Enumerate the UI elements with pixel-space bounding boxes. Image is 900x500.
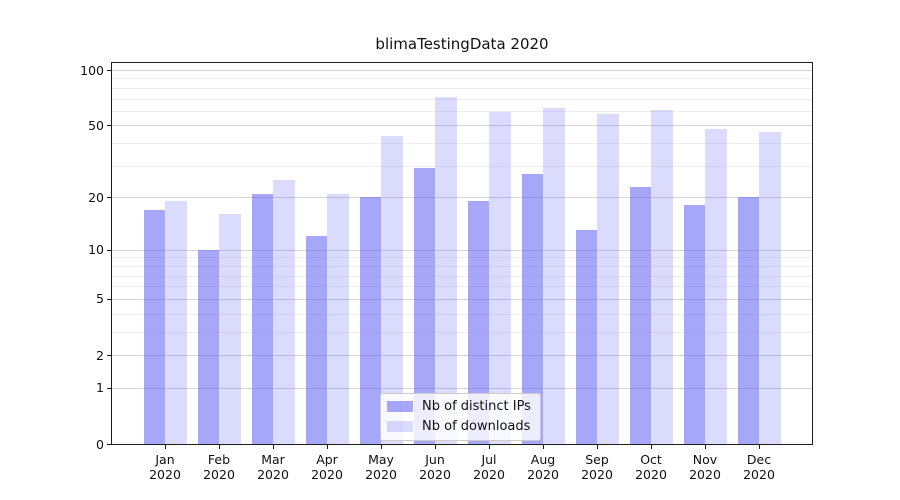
y-tick-label-20: 20 bbox=[88, 189, 104, 205]
bar-jan-downloads bbox=[165, 201, 187, 444]
x-tick-mark-aug bbox=[543, 445, 544, 449]
bar-jan-ips bbox=[143, 209, 165, 444]
x-tick-mark-jun bbox=[435, 445, 436, 449]
gridline-7 bbox=[112, 275, 812, 277]
gridline-70 bbox=[112, 98, 812, 100]
bar-jun-downloads bbox=[435, 97, 457, 444]
x-tick-mark-nov bbox=[705, 445, 706, 449]
y-tick-label-0: 0 bbox=[96, 436, 104, 452]
legend-swatch-downloads bbox=[387, 421, 413, 432]
y-tick-label-50: 50 bbox=[88, 117, 104, 133]
gridline-60 bbox=[112, 110, 812, 112]
gridline-5 bbox=[112, 298, 812, 300]
legend-label-downloads: Nb of downloads bbox=[422, 419, 531, 434]
bar-oct-downloads bbox=[651, 109, 673, 444]
x-tick-mark-may bbox=[381, 445, 382, 449]
y-tick-mark-100 bbox=[107, 70, 111, 71]
gridline-80 bbox=[112, 87, 812, 89]
legend-label-distinct-ips: Nb of distinct IPs bbox=[422, 399, 531, 414]
x-tick-label-dec: Dec 2020 bbox=[743, 452, 775, 482]
y-tick-label-2: 2 bbox=[96, 347, 104, 363]
y-tick-mark-10 bbox=[107, 249, 111, 251]
x-tick-label-sep: Sep 2020 bbox=[581, 452, 613, 482]
y-tick-mark-20 bbox=[107, 197, 111, 199]
gridline-2 bbox=[112, 355, 812, 356]
bar-apr-downloads bbox=[327, 193, 349, 444]
bar-jul-downloads bbox=[489, 112, 511, 444]
y-tick-mark-5 bbox=[107, 298, 111, 300]
x-tick-mark-oct bbox=[651, 445, 652, 449]
y-tick-label-100: 100 bbox=[80, 62, 104, 78]
bar-dec-ips bbox=[737, 197, 759, 444]
gridline-10 bbox=[112, 249, 812, 251]
x-tick-mark-feb bbox=[219, 445, 220, 449]
x-tick-label-jun: Jun 2020 bbox=[419, 452, 451, 482]
bar-may-ips bbox=[359, 197, 381, 444]
gridline-100 bbox=[112, 70, 812, 71]
x-tick-mark-dec bbox=[759, 445, 760, 449]
x-tick-mark-sep bbox=[597, 445, 598, 449]
y-tick-mark-2 bbox=[107, 355, 111, 356]
bar-mar-downloads bbox=[273, 180, 295, 444]
legend-swatch-distinct-ips bbox=[387, 401, 413, 412]
bar-may-downloads bbox=[381, 135, 403, 444]
gridline-30 bbox=[112, 165, 812, 167]
x-tick-mark-jan bbox=[165, 445, 166, 449]
bar-jun-ips bbox=[413, 168, 435, 444]
bar-nov-downloads bbox=[705, 128, 727, 444]
gridline-3 bbox=[112, 331, 812, 333]
x-tick-label-feb: Feb 2020 bbox=[203, 452, 235, 482]
y-tick-label-1: 1 bbox=[96, 380, 104, 396]
chart-title: blimaTestingData 2020 bbox=[375, 35, 549, 53]
bar-nov-ips bbox=[683, 205, 705, 444]
gridline-6 bbox=[112, 286, 812, 288]
y-tick-mark-1 bbox=[107, 387, 111, 389]
bar-aug-ips bbox=[521, 174, 543, 444]
gridline-1 bbox=[112, 387, 812, 389]
gridline-8 bbox=[112, 265, 812, 267]
x-tick-label-oct: Oct 2020 bbox=[635, 452, 667, 482]
x-tick-label-aug: Aug 2020 bbox=[527, 452, 559, 482]
y-tick-mark-0 bbox=[107, 444, 111, 445]
gridline-20 bbox=[112, 197, 812, 199]
gridline-50 bbox=[112, 125, 812, 127]
gridline-90 bbox=[112, 78, 812, 80]
bar-apr-ips bbox=[305, 236, 327, 444]
bar-feb-ips bbox=[197, 249, 219, 444]
x-tick-label-jan: Jan 2020 bbox=[149, 452, 181, 482]
gridline-9 bbox=[112, 257, 812, 259]
gridline-4 bbox=[112, 313, 812, 315]
y-tick-label-10: 10 bbox=[88, 242, 104, 258]
bar-jul-ips bbox=[467, 201, 489, 444]
y-tick-mark-50 bbox=[107, 125, 111, 127]
bar-sep-ips bbox=[575, 230, 597, 444]
x-tick-mark-apr bbox=[327, 445, 328, 449]
bar-oct-ips bbox=[629, 186, 651, 444]
x-tick-label-nov: Nov 2020 bbox=[689, 452, 721, 482]
y-tick-label-5: 5 bbox=[96, 291, 104, 307]
x-tick-mark-mar bbox=[273, 445, 274, 449]
x-tick-mark-jul bbox=[489, 445, 490, 449]
gridline-40 bbox=[112, 143, 812, 145]
bar-mar-ips bbox=[251, 193, 273, 444]
bar-feb-downloads bbox=[219, 214, 241, 444]
bar-aug-downloads bbox=[543, 108, 565, 444]
bars-layer bbox=[112, 63, 812, 444]
x-tick-label-jul: Jul 2020 bbox=[473, 452, 505, 482]
x-tick-label-may: May 2020 bbox=[365, 452, 397, 482]
legend-row-downloads: Nb of downloads bbox=[387, 419, 531, 434]
bar-dec-downloads bbox=[759, 132, 781, 444]
x-tick-label-apr: Apr 2020 bbox=[311, 452, 343, 482]
legend: Nb of distinct IPs Nb of downloads bbox=[380, 393, 541, 441]
bar-sep-downloads bbox=[597, 113, 619, 444]
legend-row-distinct-ips: Nb of distinct IPs bbox=[387, 399, 531, 414]
gridlines-layer bbox=[112, 63, 812, 444]
plot-area: Nb of distinct IPs Nb of downloads bbox=[111, 62, 813, 445]
x-tick-label-mar: Mar 2020 bbox=[257, 452, 289, 482]
